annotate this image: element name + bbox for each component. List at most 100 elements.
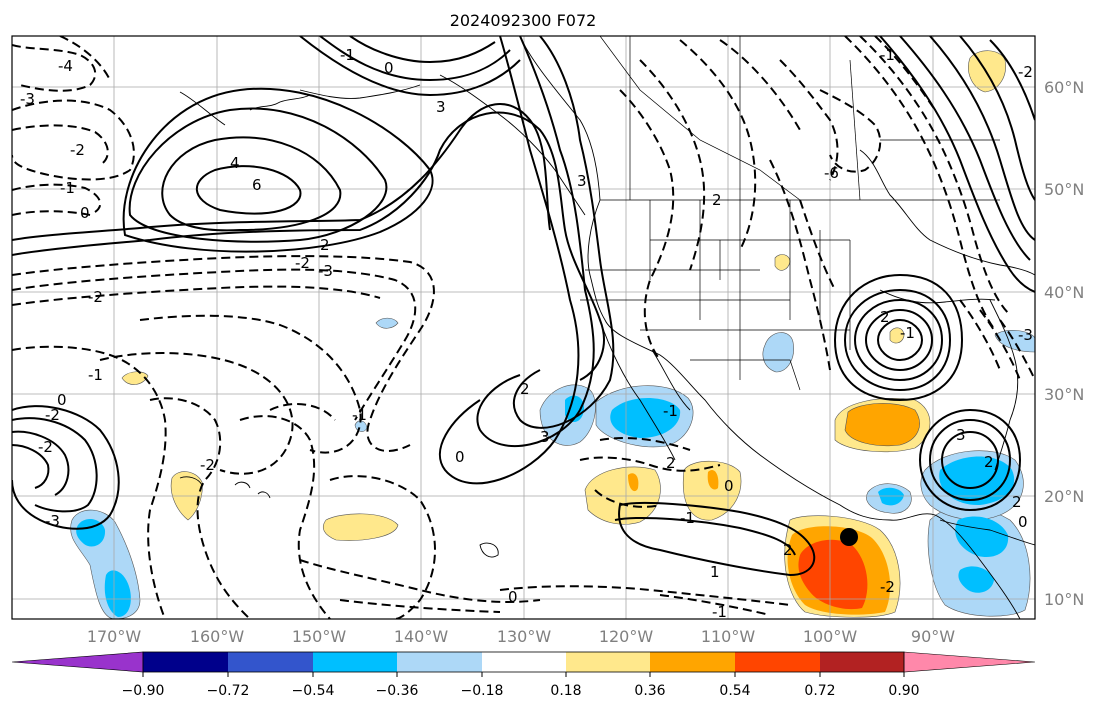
contour-label: -1 — [880, 46, 895, 64]
contour-label: -2 — [88, 288, 103, 306]
contour-label: -3 — [20, 90, 35, 108]
contour-label: 6 — [252, 176, 262, 194]
contour-label: -2 — [1018, 63, 1033, 81]
lon-label-90w: 90°W — [911, 627, 955, 646]
colorbar-outline — [142, 651, 905, 673]
positive-shade-region — [121, 371, 149, 385]
latitude-labels: 60°N 50°N 40°N 30°N 20°N 10°N — [1044, 78, 1084, 609]
colorbar-bin — [228, 652, 313, 672]
colorbar-bin — [482, 652, 566, 672]
colorbar-bin — [313, 652, 397, 672]
contour-label: -1 — [900, 324, 915, 342]
contour-label: 2 — [984, 453, 994, 471]
contour-label: 0 — [384, 59, 394, 77]
colorbar-bin — [650, 652, 735, 672]
lon-label-140w: 140°W — [394, 627, 449, 646]
colorbar-tick-label: −0.54 — [292, 683, 335, 699]
colorbar-tick-label: −0.90 — [122, 683, 165, 699]
lon-label-130w: 130°W — [497, 627, 552, 646]
colorbar-bin — [735, 652, 820, 672]
lat-label-50n: 50°N — [1044, 180, 1084, 199]
contour-label: 1 — [710, 563, 720, 581]
contour-label: -6 — [824, 164, 839, 182]
colorbar-low-extension — [11, 651, 144, 673]
lon-label-110w: 110°W — [701, 627, 756, 646]
positive-core-region — [798, 539, 868, 610]
negative-core-region — [958, 566, 994, 593]
negative-shade-region — [994, 330, 1035, 353]
map-background — [12, 36, 1035, 619]
contour-label: -2 — [295, 254, 310, 272]
positive-mid-region — [707, 469, 719, 490]
lon-label-160w: 160°W — [190, 627, 245, 646]
contour-label: 2 — [320, 236, 330, 254]
colorbar: −0.90 −0.72 −0.54 −0.36 −0.18 0.18 0.36 … — [11, 651, 1036, 699]
contour-label: -4 — [58, 57, 73, 75]
lon-label-150w: 150°W — [292, 627, 347, 646]
contour-label: 2 — [666, 454, 676, 472]
colorbar-tick-label: 0.54 — [719, 683, 750, 699]
contour-label: 2 — [1012, 493, 1022, 511]
contour-label: -2 — [38, 438, 53, 456]
map-panel: -4 -3 -2 -1 0 0 -1 3 4 6 -2 2 -2 -3 -2 -… — [11, 35, 1036, 621]
lat-label-40n: 40°N — [1044, 283, 1084, 302]
contour-labels: -4 -3 -2 -1 0 0 -1 3 4 6 -2 2 -2 -3 -2 -… — [20, 46, 1033, 621]
negative-core-region — [610, 397, 681, 438]
colorbar-tick-label: 0.90 — [888, 683, 919, 699]
negative-core-region — [104, 570, 131, 617]
solid-contours — [12, 36, 1035, 577]
colorbar-ticks — [142, 672, 905, 677]
positive-mid-region — [844, 403, 920, 447]
contour-label: 3 — [956, 426, 966, 444]
colorbar-bin — [820, 652, 904, 672]
positive-shade-region — [889, 327, 905, 344]
storm-center-marker — [840, 528, 858, 546]
colorbar-bin — [566, 652, 650, 672]
contour-label: 0 — [80, 204, 90, 222]
negative-shade-region — [375, 317, 399, 329]
contour-label: 0 — [57, 391, 67, 409]
contour-label: -1 — [680, 509, 695, 527]
coastlines — [179, 36, 1035, 619]
lat-label-30n: 30°N — [1044, 385, 1084, 404]
lat-label-10n: 10°N — [1044, 590, 1084, 609]
contour-label: 2 — [783, 541, 793, 559]
negative-core-region — [878, 487, 904, 506]
negative-shade-region — [762, 332, 794, 373]
contour-label: 0 — [724, 477, 734, 495]
lon-label-100w: 100°W — [803, 627, 858, 646]
contour-label: -1 — [88, 366, 103, 384]
contour-label: -1 — [712, 603, 727, 621]
contour-label: -2 — [200, 456, 215, 474]
colorbar-high-extension — [903, 651, 1036, 673]
shaded-regions — [70, 50, 1035, 619]
contour-label: -2 — [45, 406, 60, 424]
longitude-labels: 170°W 160°W 150°W 140°W 130°W 120°W 110°… — [87, 627, 955, 646]
contour-label: -1 — [663, 402, 678, 420]
colorbar-tick-label: 0.18 — [550, 683, 581, 699]
contour-label: -1 — [60, 179, 75, 197]
contour-label: 3 — [436, 98, 446, 116]
lon-label-120w: 120°W — [599, 627, 654, 646]
colorbar-tick-label: −0.36 — [376, 683, 419, 699]
contour-label: 2 — [520, 380, 530, 398]
figure-title: 2024092300 F072 — [450, 11, 597, 30]
contour-label: 0 — [455, 448, 465, 466]
contour-label: -1 — [340, 46, 355, 64]
contour-label: 2 — [712, 191, 722, 209]
contour-label: 0 — [1018, 513, 1028, 531]
contour-label: 4 — [230, 154, 240, 172]
contour-label: -2 — [880, 578, 895, 596]
contour-label: -3 — [318, 262, 333, 280]
contour-label: 2 — [880, 308, 890, 326]
contour-label: 3 — [540, 428, 550, 446]
colorbar-bin — [397, 652, 482, 672]
positive-shade-region — [323, 513, 399, 541]
lat-label-20n: 20°N — [1044, 487, 1084, 506]
colorbar-tick-label: −0.72 — [207, 683, 250, 699]
contour-label: -3 — [1018, 326, 1033, 344]
positive-mid-region — [628, 473, 639, 492]
map-frame — [11, 35, 1036, 620]
colorbar-tick-label: −0.18 — [461, 683, 504, 699]
